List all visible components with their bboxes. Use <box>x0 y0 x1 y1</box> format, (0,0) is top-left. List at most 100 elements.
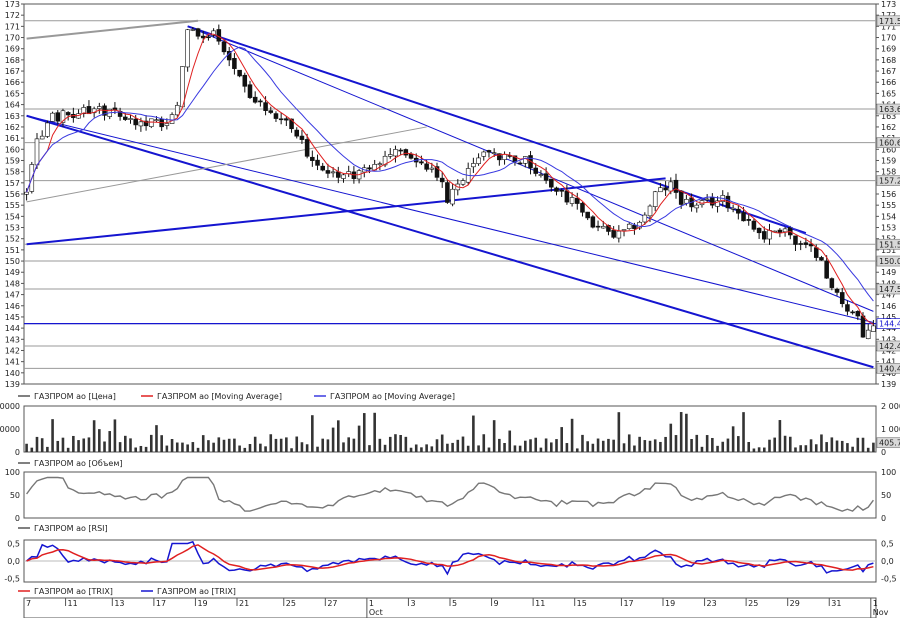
price-marker-label: 171.5 <box>879 17 900 26</box>
candle-body <box>310 156 315 161</box>
rsi-y-tick-right: 0 <box>881 514 886 523</box>
main-y-tick-left: 171 <box>5 22 20 31</box>
x-day-label: 25 <box>286 599 296 608</box>
main-y-tick-right: 155 <box>881 201 896 210</box>
candle-body <box>777 229 783 233</box>
main-y-tick-left: 164 <box>5 101 20 110</box>
candle-body <box>97 106 102 109</box>
x-month-label: Nov <box>873 608 889 617</box>
candle-body <box>258 100 263 103</box>
x-day-label: 5 <box>452 599 457 608</box>
trix-y-tick-left: -0,5 <box>4 575 20 584</box>
candle-body <box>34 138 40 166</box>
candle-body <box>813 247 819 258</box>
candle-body <box>585 211 590 219</box>
trix-line-red <box>26 544 874 571</box>
main-y-tick-right: 154 <box>881 212 896 221</box>
panel-frames <box>23 3 877 618</box>
price-marker-label: 160.6 <box>879 139 900 148</box>
trix-y-tick-right: 0,5 <box>881 540 894 549</box>
candle-body <box>289 118 294 130</box>
candle-body <box>611 229 616 238</box>
price-marker-box <box>876 340 900 352</box>
candle-body <box>149 118 154 127</box>
candle-body <box>154 119 159 121</box>
candle-body <box>564 190 570 203</box>
trix-legend-label-1: ГАЗПРОМ ао [TRIX] <box>157 587 236 596</box>
main-y-tick-left: 141 <box>5 358 20 367</box>
candle-body <box>429 167 435 170</box>
trendline-4 <box>26 115 874 324</box>
candle-body <box>559 189 564 192</box>
x-month-label: Oct <box>369 608 383 617</box>
candle-body <box>668 181 674 192</box>
candle-body <box>860 315 866 338</box>
x-day-label: 23 <box>707 599 717 608</box>
candle-body <box>320 165 325 171</box>
x-day-label: 3 <box>410 599 415 608</box>
trix-y-tick-right: -0,5 <box>881 575 897 584</box>
price-marker-box <box>876 103 900 115</box>
legends: ГАЗПРОМ ао [Цена] ГАЗПРОМ ао [Moving Aver… <box>18 392 455 596</box>
rsi-legend-label-0: ГАЗПРОМ ао [RSI] <box>34 524 108 533</box>
candle-body <box>138 121 144 127</box>
rsi-y-tick-right: 50 <box>881 491 891 500</box>
candle-body <box>637 221 642 229</box>
candle-body <box>824 260 829 279</box>
candle-body <box>408 153 414 159</box>
candle-body <box>336 171 341 178</box>
candle-body <box>626 223 632 229</box>
main-y-tick-left: 148 <box>5 279 20 288</box>
candle-body <box>206 36 211 39</box>
candle-body <box>216 29 222 42</box>
main-y-tick-right: 169 <box>881 45 896 54</box>
candle-body <box>45 122 50 137</box>
candle-body <box>278 118 284 121</box>
volume-y-tick-right: 2 000 <box>881 402 900 411</box>
main-y-tick-left: 163 <box>5 112 20 121</box>
trendline-1 <box>26 114 874 369</box>
trix-legend-label-0: ГАЗПРОМ ао [TRIX] <box>34 587 113 596</box>
candle-body <box>367 167 372 170</box>
candle-body <box>621 229 627 231</box>
main-legend-label-0: ГАЗПРОМ ао [Цена] <box>34 392 116 401</box>
trix-y-tick-left: 0,5 <box>7 540 20 549</box>
main-y-tick-right: 168 <box>881 56 896 65</box>
candle-body <box>782 228 788 233</box>
candle-body <box>803 242 809 245</box>
candle-body <box>481 151 487 157</box>
main-y-tick-left: 145 <box>5 313 20 322</box>
x-day-label: 11 <box>68 599 78 608</box>
candle-body <box>658 187 663 193</box>
candle-body <box>517 162 523 165</box>
price-marker-box <box>876 15 900 27</box>
price-marker-label: 150.0 <box>879 257 900 266</box>
candle-body <box>580 202 585 213</box>
candle-body <box>652 191 658 207</box>
candle-body <box>143 120 149 127</box>
candle-body <box>793 235 798 245</box>
main-y-tick-right: 167 <box>881 67 896 76</box>
main-y-tick-right: 173 <box>881 0 896 9</box>
candle-body <box>715 200 720 207</box>
main-y-tick-right: 153 <box>881 224 896 233</box>
main-y-tick-right: 158 <box>881 168 896 177</box>
main-y-tick-right: 139 <box>881 380 896 389</box>
moving-average-long <box>26 46 874 302</box>
main-y-tick-right: 160 <box>881 145 896 154</box>
price-marker-label: 142.4 <box>879 342 900 351</box>
price-marker-box <box>876 137 900 148</box>
candle-body <box>647 205 653 217</box>
grid-lines <box>24 20 876 369</box>
candle-body <box>242 74 248 87</box>
main-y-tick-left: 142 <box>5 346 20 355</box>
main-y-tick-left: 157 <box>5 179 20 188</box>
main-y-tick-left: 155 <box>5 201 20 210</box>
main-y-tick-right: 165 <box>881 89 896 98</box>
candle-body <box>252 96 258 103</box>
candle-body <box>850 311 855 314</box>
price-marker-box <box>876 255 900 267</box>
rsi-y-tick-left: 100 <box>5 468 20 477</box>
candle-body <box>123 116 128 120</box>
candle-body <box>642 214 648 223</box>
